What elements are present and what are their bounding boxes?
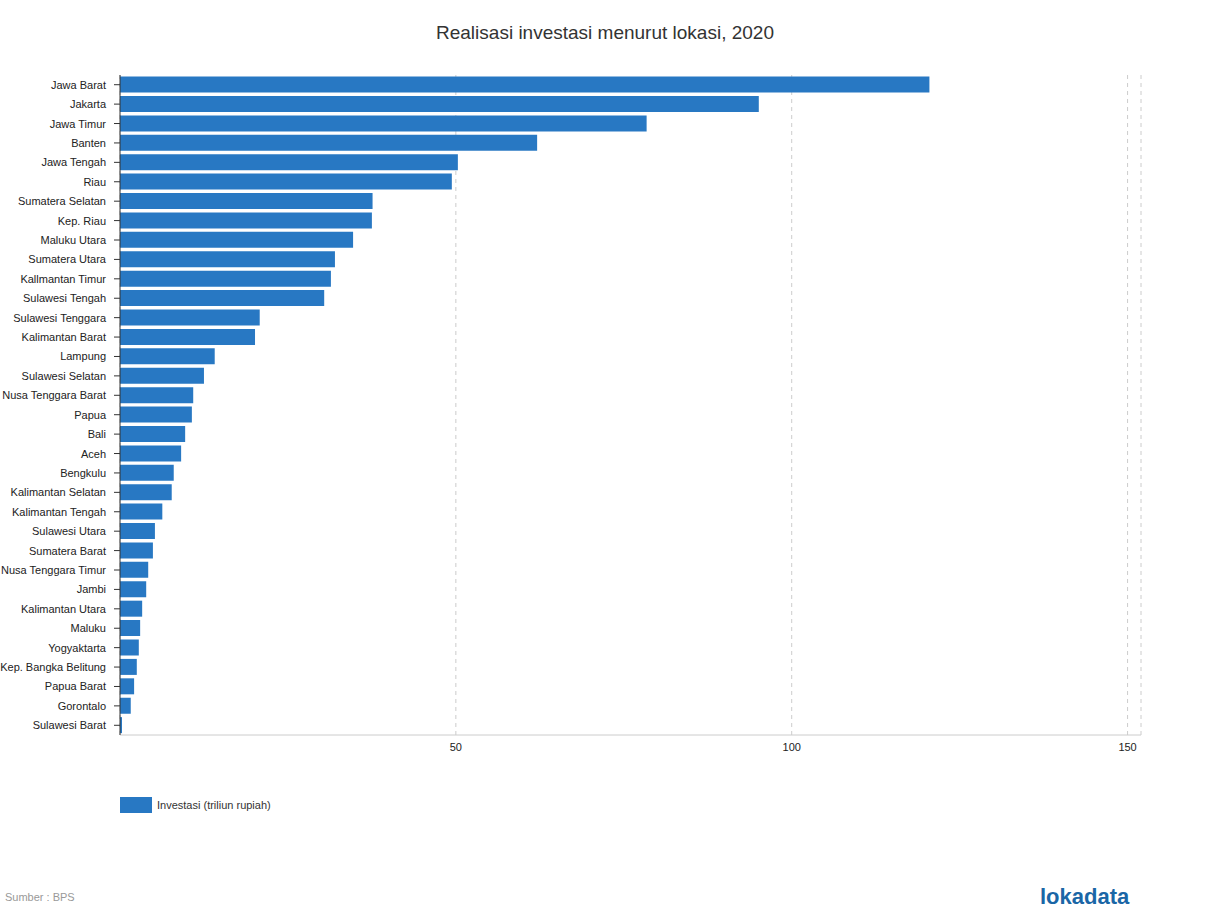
svg-text:Bali: Bali <box>88 428 106 440</box>
svg-text:Sulawesi Tengah: Sulawesi Tengah <box>23 292 106 304</box>
svg-text:Jawa Tengah: Jawa Tengah <box>41 156 106 168</box>
svg-text:Maluku Utara: Maluku Utara <box>41 234 107 246</box>
svg-text:Riau: Riau <box>83 176 106 188</box>
svg-text:Sumatera Utara: Sumatera Utara <box>28 253 107 265</box>
svg-text:Kallmantan Timur: Kallmantan Timur <box>20 273 106 285</box>
svg-text:Bengkulu: Bengkulu <box>60 467 106 479</box>
svg-text:Nusa Tenggara Barat: Nusa Tenggara Barat <box>8 389 106 401</box>
svg-text:100: 100 <box>783 741 801 753</box>
svg-text:Nusa Tenggara Timur: Nusa Tenggara Timur <box>8 564 106 576</box>
svg-text:Kalimantan Selatan: Kalimantan Selatan <box>11 486 106 498</box>
svg-text:Sulawesi Barat: Sulawesi Barat <box>33 719 106 731</box>
html-text:Realisasi investasi menurut lo: Realisasi investasi menurut lokasi, 2020 <box>436 22 774 43</box>
svg-text:Papua: Papua <box>74 409 107 421</box>
svg-text:Banten: Banten <box>71 137 106 149</box>
svg-text:Yogyaktarta: Yogyaktarta <box>48 642 107 654</box>
svg-text:Maluku: Maluku <box>71 622 106 634</box>
svg-text:Jawa Barat: Jawa Barat <box>51 79 106 91</box>
svg-text:Sumatera Barat: Sumatera Barat <box>29 545 106 557</box>
svg-text:Jakarta: Jakarta <box>70 98 107 110</box>
svg-text:Kalimantan Utara: Kalimantan Utara <box>21 603 107 615</box>
svg-text:Sumatera Selatan: Sumatera Selatan <box>18 195 106 207</box>
svg-text:150: 150 <box>1118 741 1136 753</box>
svg-text:Jambi: Jambi <box>77 583 106 595</box>
svg-text:Kep. Riau: Kep. Riau <box>58 215 106 227</box>
html-text:lokadata: lokadata <box>1040 884 1130 909</box>
svg-text:Aceh: Aceh <box>81 448 106 460</box>
svg-text:Sulawesi Utara: Sulawesi Utara <box>32 525 107 537</box>
svg-text:Sulawesi Tenggara: Sulawesi Tenggara <box>13 312 107 324</box>
svg-text:Lampung: Lampung <box>60 350 106 362</box>
svg-text:Sulawesi Selatan: Sulawesi Selatan <box>22 370 106 382</box>
svg-text:50: 50 <box>450 741 462 753</box>
svg-text:Jawa Timur: Jawa Timur <box>50 118 107 130</box>
svg-text:Papua Barat: Papua Barat <box>45 680 106 692</box>
html-text:Sumber : BPS: Sumber : BPS <box>5 891 75 903</box>
svg-text:Kalimantan Barat: Kalimantan Barat <box>22 331 106 343</box>
svg-text:Kalimantan Tengah: Kalimantan Tengah <box>12 506 106 518</box>
svg-text:Gorontalo: Gorontalo <box>58 700 106 712</box>
html-text:Investasi (triliun rupiah): Investasi (triliun rupiah) <box>157 799 271 811</box>
svg-text:Kep. Bangka Belitung: Kep. Bangka Belitung <box>8 661 106 673</box>
